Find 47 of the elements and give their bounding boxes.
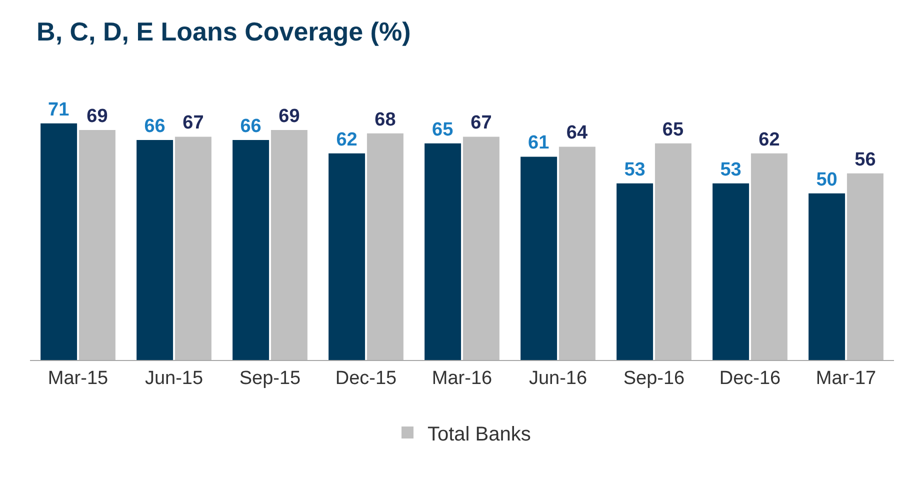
data-label: 67	[182, 112, 204, 134]
data-label: 53	[624, 159, 646, 180]
data-label: 62	[758, 129, 780, 150]
bar	[520, 156, 558, 360]
bar	[616, 183, 654, 360]
legend-label: Total Banks	[428, 423, 531, 446]
x-tick-label: Dec-16	[719, 368, 781, 389]
bar	[78, 130, 116, 360]
data-label: 65	[432, 119, 454, 140]
bar	[846, 173, 884, 360]
bar	[424, 143, 462, 360]
data-label: 67	[470, 112, 492, 134]
data-label: 69	[278, 106, 300, 128]
x-tick-label: Sep-15	[239, 368, 301, 389]
bar	[558, 146, 596, 360]
data-label: 64	[566, 122, 588, 144]
x-tick-label: Mar-16	[432, 368, 492, 389]
bar	[174, 136, 212, 360]
bar	[808, 193, 846, 360]
bar	[232, 140, 270, 360]
bar	[40, 123, 78, 360]
data-label: 50	[816, 169, 838, 190]
data-label: 61	[528, 132, 550, 154]
bar	[462, 136, 500, 360]
bar	[654, 143, 692, 360]
bar	[136, 140, 174, 360]
data-label: 65	[662, 119, 684, 140]
data-label: 62	[336, 129, 358, 150]
data-label: 53	[720, 159, 742, 180]
x-tick-label: Sep-16	[623, 368, 685, 389]
x-tick-label: Jun-16	[528, 368, 588, 389]
data-label: 66	[240, 116, 262, 138]
data-label: 68	[374, 109, 396, 130]
x-tick-label: Jun-15	[144, 368, 204, 389]
x-tick-label: Dec-15	[335, 368, 397, 389]
data-label: 56	[854, 149, 876, 170]
bar	[712, 183, 750, 360]
bar	[750, 153, 788, 360]
bar	[270, 130, 308, 360]
data-label: 71	[48, 99, 70, 120]
bar	[366, 133, 404, 360]
x-tick-label: Mar-17	[816, 368, 876, 389]
x-tick-label: Mar-15	[48, 368, 108, 389]
bar	[328, 153, 366, 360]
chart-title: B, C, D, E Loans Coverage (%)	[36, 16, 411, 47]
data-label: 66	[144, 116, 166, 138]
data-label: 69	[86, 106, 108, 128]
